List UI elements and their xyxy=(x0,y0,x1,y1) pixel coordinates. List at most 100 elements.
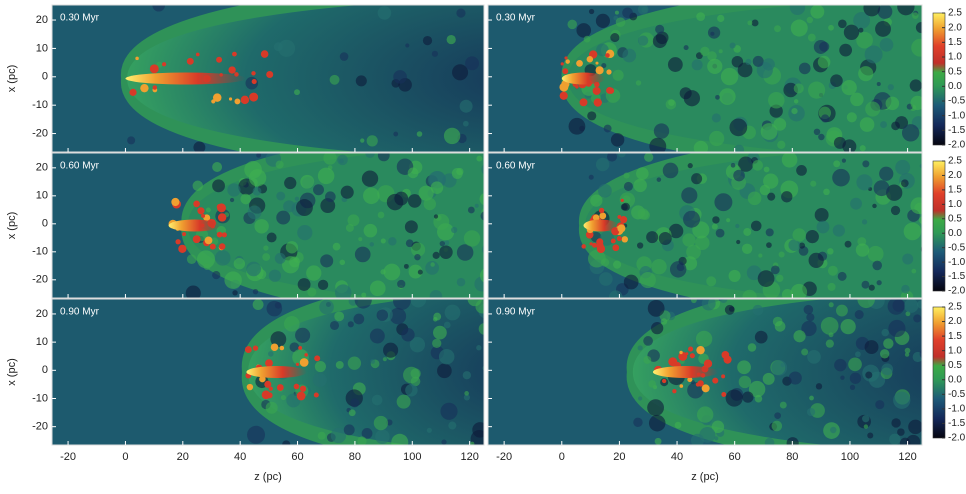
turbulence xyxy=(284,177,296,189)
turbulence xyxy=(297,225,312,240)
turbulence xyxy=(830,74,843,87)
turbulence xyxy=(696,12,705,21)
turbulence xyxy=(340,52,349,61)
turbulence xyxy=(807,408,815,416)
hot-gas xyxy=(229,97,232,100)
turbulence xyxy=(232,290,237,295)
turbulence xyxy=(712,216,719,223)
turbulence xyxy=(247,426,265,444)
turbulence xyxy=(638,35,648,45)
x-tick-label: 120 xyxy=(898,451,916,463)
turbulence xyxy=(765,438,775,448)
jet xyxy=(653,366,718,378)
turbulence xyxy=(808,82,825,99)
turbulence xyxy=(269,270,281,282)
hot-gas xyxy=(587,56,593,62)
turbulence xyxy=(888,298,905,315)
turbulence xyxy=(370,359,375,364)
turbulence xyxy=(432,51,438,57)
turbulence xyxy=(339,159,344,164)
turbulence xyxy=(383,264,400,281)
turbulence xyxy=(282,440,290,448)
turbulence xyxy=(850,93,863,106)
turbulence xyxy=(212,179,225,192)
turbulence xyxy=(330,321,339,330)
hot-gas xyxy=(617,224,625,232)
turbulence xyxy=(383,343,398,358)
hot-gas xyxy=(592,243,597,248)
hot-gas xyxy=(702,384,710,392)
turbulence xyxy=(880,121,887,128)
hot-gas xyxy=(581,244,586,249)
turbulence xyxy=(266,402,278,414)
x-tick-label: 80 xyxy=(349,451,361,463)
turbulence xyxy=(779,251,785,257)
turbulence xyxy=(640,272,656,288)
turbulence xyxy=(587,111,596,120)
turbulence xyxy=(447,35,456,44)
turbulence xyxy=(476,345,481,350)
turbulence xyxy=(408,168,419,179)
colorbar-tick-label: 1.0 xyxy=(948,345,962,356)
turbulence xyxy=(675,422,682,429)
figure: 0.30 Myr-20-1001020x (pc)0.30 Myr0.60 My… xyxy=(0,0,966,489)
turbulence xyxy=(234,258,245,269)
hot-gas xyxy=(297,392,306,401)
turbulence xyxy=(417,131,423,137)
turbulence xyxy=(610,33,619,42)
turbulence xyxy=(340,260,346,266)
x-tick-label: 0 xyxy=(559,451,565,463)
turbulence xyxy=(424,198,436,210)
turbulence xyxy=(215,250,231,266)
colorbar-tick-label: 0.5 xyxy=(948,213,962,224)
turbulence xyxy=(836,305,848,317)
turbulence xyxy=(733,170,745,182)
y-tick-label: -20 xyxy=(32,127,48,139)
turbulence xyxy=(719,49,723,53)
turbulence xyxy=(372,395,383,406)
turbulence xyxy=(775,321,786,332)
turbulence xyxy=(839,44,852,57)
turbulence xyxy=(904,223,922,241)
turbulence xyxy=(663,163,679,179)
turbulence xyxy=(318,432,326,440)
turbulence xyxy=(391,434,408,451)
colorbar-tick-label: 2.5 xyxy=(948,302,962,313)
panel-label: 0.30 Myr xyxy=(496,13,536,24)
turbulence xyxy=(212,271,220,279)
turbulence xyxy=(406,239,414,247)
turbulence xyxy=(872,261,882,271)
turbulence xyxy=(731,163,736,168)
colorbar-tick-label: 0.0 xyxy=(948,374,962,385)
turbulence xyxy=(622,203,630,211)
hot-gas xyxy=(197,207,204,214)
turbulence xyxy=(418,270,423,275)
turbulence xyxy=(904,299,918,313)
turbulence xyxy=(681,187,697,203)
turbulence xyxy=(867,433,873,439)
turbulence xyxy=(475,300,489,314)
turbulence xyxy=(717,15,724,22)
hot-gas xyxy=(253,345,258,350)
turbulence xyxy=(826,340,834,348)
turbulence xyxy=(712,224,718,230)
colorbar-tick-label: -1.5 xyxy=(948,418,966,429)
turbulence xyxy=(624,172,630,178)
turbulence xyxy=(910,197,927,214)
turbulence xyxy=(468,207,475,214)
hot-gas xyxy=(606,69,611,74)
hot-gas xyxy=(566,59,570,63)
turbulence xyxy=(745,59,751,65)
hot-gas xyxy=(696,346,704,354)
turbulence xyxy=(865,340,879,354)
hot-gas xyxy=(721,392,726,397)
hot-gas xyxy=(680,384,684,388)
turbulence xyxy=(830,427,836,433)
hot-gas xyxy=(150,64,159,73)
turbulence xyxy=(224,271,241,288)
turbulence xyxy=(430,262,434,266)
turbulence xyxy=(275,253,286,264)
turbulence xyxy=(842,159,846,163)
hot-gas xyxy=(228,66,235,73)
turbulence xyxy=(844,25,859,40)
